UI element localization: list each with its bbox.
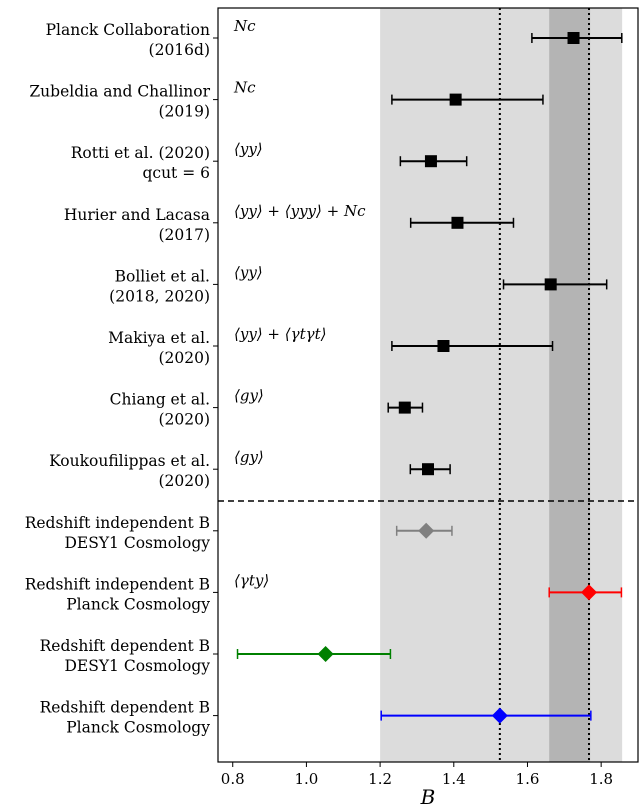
row-annotation: Nc bbox=[233, 17, 256, 35]
point-marker bbox=[567, 32, 580, 44]
point-marker bbox=[398, 401, 411, 414]
row-label-line2: qcut = 6 bbox=[142, 164, 210, 182]
row-label-line2: (2020) bbox=[158, 349, 210, 367]
row-label-line1: Makiya et al. bbox=[108, 329, 210, 347]
x-tick-label: 1.6 bbox=[516, 770, 540, 788]
row-annotations: Nc Nc ⟨yy⟩ ⟨yy⟩ + ⟨yyy⟩ + Nc ⟨yy⟩ ⟨yy⟩ + ⟨γtγ… bbox=[233, 17, 366, 589]
x-tick-label: 1.4 bbox=[442, 770, 466, 788]
point-marker bbox=[491, 707, 508, 724]
row-label-line2: (2017) bbox=[158, 226, 210, 244]
row-label-line2: (2020) bbox=[158, 411, 210, 429]
plot-frame bbox=[217, 7, 639, 763]
point-marker bbox=[418, 522, 435, 539]
row-8 bbox=[213, 522, 453, 539]
row-9 bbox=[213, 584, 623, 601]
point-marker bbox=[422, 463, 434, 476]
row-label-line1: Bolliet et al. bbox=[115, 267, 210, 285]
row-label-line2: DESY1 Cosmology bbox=[64, 534, 210, 552]
row-annotation: ⟨γty⟩ bbox=[234, 571, 269, 589]
data-rows bbox=[213, 32, 623, 724]
row-4 bbox=[213, 278, 608, 291]
point-marker bbox=[437, 340, 450, 352]
row-label-line1: Redshift dependent B bbox=[40, 699, 210, 717]
row-label-line2: Planck Cosmology bbox=[66, 719, 210, 737]
row-annotation: ⟨yy⟩ + ⟨yyy⟩ + Nc bbox=[234, 202, 366, 220]
row-label-line2: (2018, 2020) bbox=[109, 287, 210, 305]
row-label-line1: Chiang et al. bbox=[110, 391, 210, 409]
row-label-line2: (2019) bbox=[158, 103, 210, 121]
row-annotation: ⟨yy⟩ + ⟨γtγt⟩ bbox=[234, 325, 326, 343]
point-marker bbox=[581, 584, 597, 601]
row-label-line1: Zubeldia and Challinor bbox=[29, 83, 210, 101]
point-marker bbox=[424, 155, 437, 168]
point-marker bbox=[451, 216, 464, 229]
row-label-line2: DESY1 Cosmology bbox=[64, 657, 210, 675]
shaded-bands bbox=[380, 8, 623, 762]
x-tick-label: 1.8 bbox=[589, 770, 613, 788]
row-label-line2: (2016d) bbox=[149, 41, 210, 59]
row-label-line1: Redshift dependent B bbox=[40, 637, 210, 655]
x-axis-label: B bbox=[420, 785, 436, 809]
row-label-line1: Planck Collaboration bbox=[46, 21, 210, 39]
row-2 bbox=[213, 155, 468, 168]
x-tick-label: 1.0 bbox=[294, 770, 318, 788]
row-10 bbox=[213, 646, 392, 662]
x-tick-label: 0.8 bbox=[221, 770, 245, 788]
row-1 bbox=[213, 93, 544, 106]
row-11 bbox=[213, 707, 592, 724]
point-marker bbox=[544, 278, 557, 291]
row-label-line1: Rotti et al. (2020) bbox=[71, 144, 210, 162]
row-label-line2: (2020) bbox=[158, 472, 210, 490]
row-label-line1: Hurier and Lacasa bbox=[64, 206, 210, 224]
row-annotation: ⟨yy⟩ bbox=[234, 140, 263, 158]
row-label-line2: Planck Cosmology bbox=[66, 595, 210, 613]
band-1 bbox=[549, 8, 591, 762]
x-tick-label: 1.2 bbox=[368, 770, 392, 788]
row-label-line1: Redshift independent B bbox=[25, 514, 210, 532]
row-labels: Planck Collaboration (2016d) Zubeldia and … bbox=[25, 21, 211, 737]
point-marker bbox=[317, 646, 334, 662]
row-label-line1: Redshift independent B bbox=[25, 575, 210, 593]
row-label-line1: Koukoufilippas et al. bbox=[49, 452, 210, 470]
point-marker bbox=[449, 93, 462, 106]
row-5 bbox=[213, 340, 554, 352]
row-annotation: ⟨gy⟩ bbox=[234, 448, 264, 466]
row-7 bbox=[213, 463, 451, 476]
row-3 bbox=[213, 216, 515, 229]
reference-lines bbox=[498, 8, 590, 762]
row-annotation: ⟨yy⟩ bbox=[234, 263, 263, 281]
row-6 bbox=[213, 401, 424, 414]
x-axis: 0.8 1.0 1.2 1.4 1.6 1.8 B bbox=[221, 762, 613, 809]
row-annotation: Nc bbox=[233, 79, 256, 97]
row-0 bbox=[213, 32, 623, 44]
row-annotation: ⟨gy⟩ bbox=[234, 387, 264, 405]
